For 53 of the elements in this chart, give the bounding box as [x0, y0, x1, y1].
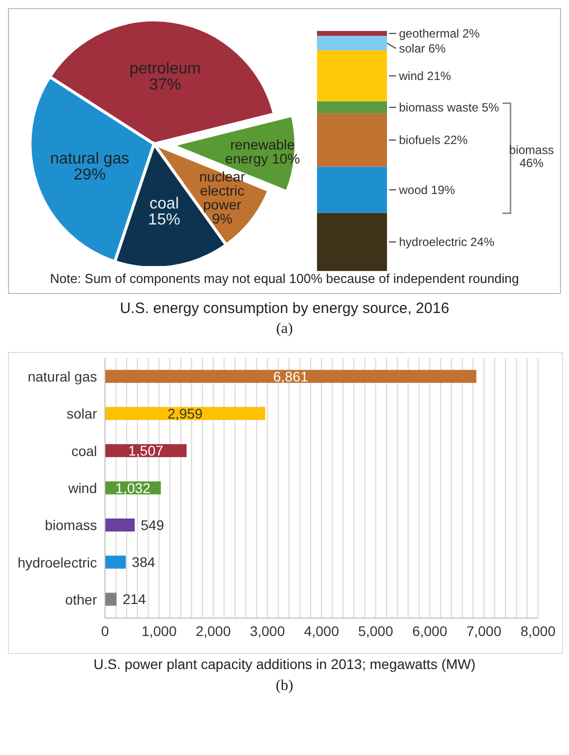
bar: [105, 592, 117, 606]
y-tick-label: biomass: [44, 517, 97, 534]
data-label: 1,507: [128, 442, 164, 459]
data-label: 15%: [148, 211, 180, 228]
text: (b): [274, 678, 294, 695]
slice-label: petroleum: [130, 60, 201, 78]
bar: [105, 518, 135, 532]
data-label: 2,959: [168, 406, 203, 422]
y-tick-label: other: [65, 591, 98, 608]
x-axis-title: U.S. power plant capacity additions in 2013; megawatts (MW): [92, 656, 477, 672]
data-label: wind 21%: [398, 68, 452, 83]
text: (a): [275, 321, 294, 338]
bar: [317, 50, 387, 102]
x-tick-label: 5,000: [358, 622, 394, 639]
data-label: hydroelectric 24%: [399, 234, 495, 249]
data-label: 6,861: [273, 368, 308, 384]
y-tick-label: coal: [71, 442, 97, 459]
data-label: biomass waste 5%: [399, 100, 500, 114]
bar: [317, 31, 387, 36]
data-label: wood 19%: [398, 182, 456, 197]
data-label: 549: [140, 516, 164, 533]
data-label: 384: [132, 554, 156, 570]
x-tick-label: 0: [101, 622, 110, 639]
bar: [105, 370, 476, 383]
bar: [317, 101, 387, 114]
bar: [317, 113, 387, 167]
x-tick-label: 1,000: [142, 622, 177, 639]
slice-label: coal: [150, 195, 179, 212]
data-label: 214: [122, 591, 146, 608]
data-label: 9%: [212, 210, 232, 227]
x-tick-label: 7,000: [466, 622, 502, 639]
bar: [317, 212, 387, 271]
bar: [105, 407, 266, 420]
annotation: Note: Sum of components may not equal 100% because of independent rounding: [48, 271, 520, 286]
text: U.S. energy consumption by energy source, 2016: [118, 300, 450, 317]
y-tick-label: wind: [67, 480, 97, 496]
x-tick-label: 4,000: [304, 622, 340, 639]
data-label: biofuels 22%: [399, 133, 468, 148]
y-tick-label: hydroelectric: [18, 554, 97, 570]
data-label: 29%: [74, 166, 106, 184]
data-label: 1,032: [115, 480, 151, 496]
y-tick-label: solar: [66, 406, 98, 422]
y-tick-label: natural gas: [28, 368, 97, 385]
data-label: solar 6%: [399, 41, 446, 56]
x-tick-label: 8,000: [520, 622, 556, 639]
bar: [105, 556, 126, 569]
data-label: 37%: [149, 76, 182, 94]
x-tick-label: 3,000: [250, 622, 286, 639]
bar: [317, 36, 387, 50]
bar: [317, 166, 387, 213]
x-tick-label: 6,000: [412, 622, 448, 639]
data-label: geothermal 2%: [399, 26, 480, 40]
x-tick-label: 2,000: [196, 622, 231, 639]
